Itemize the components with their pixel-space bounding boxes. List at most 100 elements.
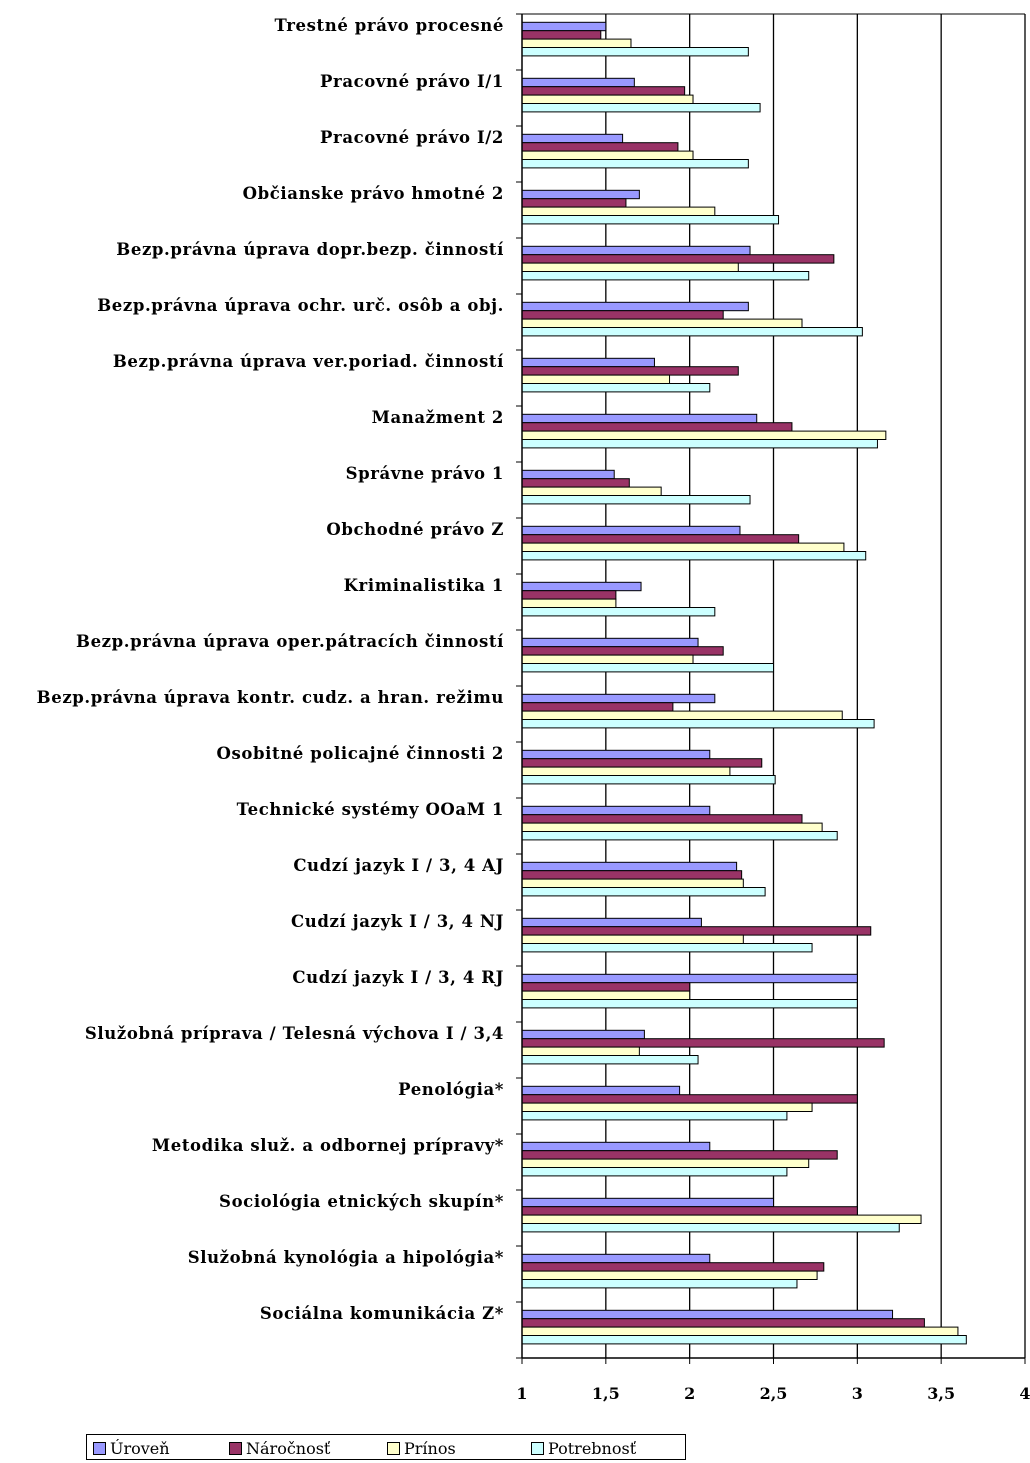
x-tick-label: 3,5 (927, 1384, 955, 1403)
bar (521, 887, 766, 897)
bar (521, 478, 630, 488)
bar (521, 999, 858, 1009)
bar (521, 805, 711, 816)
bar (521, 1197, 774, 1208)
category-label: Služobná kynológia a hipológia* (188, 1248, 504, 1267)
bar (521, 607, 716, 617)
bar (521, 831, 838, 841)
bar (521, 103, 761, 113)
bar (521, 1085, 681, 1096)
x-tick-label: 1 (516, 1384, 527, 1403)
bar (521, 495, 751, 505)
category-label: Manažment 2 (372, 408, 504, 427)
bar (521, 534, 800, 544)
category-label: Kriminalistika 1 (344, 576, 504, 595)
legend-swatch (387, 1441, 400, 1455)
category-label: Sociálna komunikácia Z* (260, 1304, 504, 1323)
bar (521, 1111, 788, 1121)
bar (521, 814, 803, 824)
category-label: Technické systémy OOaM 1 (237, 800, 504, 819)
category-label: Obchodné právo Z (326, 520, 504, 539)
bar (521, 318, 803, 329)
category-label: Bezp.právna úprava kontr. cudz. a hran. … (37, 688, 504, 707)
bar (521, 1102, 813, 1112)
bar (521, 934, 744, 944)
bar (521, 654, 694, 664)
bar (521, 150, 694, 161)
bar (521, 245, 751, 256)
bar (521, 1029, 645, 1040)
bar (521, 439, 878, 449)
bar (521, 30, 602, 40)
bar (521, 254, 835, 264)
bar (521, 1309, 894, 1320)
category-label: Bezp.právna úprava oper.pátracích činnos… (76, 632, 504, 651)
bar (521, 86, 686, 96)
x-tick-label: 2,5 (760, 1384, 788, 1403)
bar (521, 1270, 818, 1280)
legend-item: Úroveň (93, 1437, 170, 1459)
bar (521, 47, 749, 57)
bar (521, 719, 875, 729)
bar (521, 133, 624, 144)
category-label: Metodika služ. a odbornej prípravy* (152, 1136, 504, 1155)
bar (521, 327, 863, 337)
category-labels: Trestné právo procesné Pracovné právo I/1… (37, 16, 504, 1323)
legend-item: Náročnosť (229, 1437, 330, 1459)
bar (521, 1046, 640, 1056)
bar (521, 1326, 959, 1336)
bar (521, 1158, 810, 1168)
bar (521, 94, 694, 104)
bar (521, 551, 867, 561)
legend-item: Potrebnosť (531, 1437, 636, 1459)
bar (521, 215, 780, 225)
bar (521, 710, 843, 720)
bar (521, 878, 744, 888)
legend: Úroveň Náročnosť Prínos Potrebnosť (86, 1434, 686, 1460)
bar (521, 357, 655, 368)
bar (521, 1167, 788, 1177)
bar (521, 1262, 825, 1272)
category-label: Správne právo 1 (346, 464, 504, 483)
bar (521, 1223, 900, 1233)
bar (521, 206, 716, 217)
bar (521, 198, 627, 208)
bar (521, 301, 749, 312)
bar (521, 1214, 922, 1224)
bar (521, 775, 776, 785)
category-label: Osobitné policajné činnosti 2 (217, 744, 504, 763)
bar (521, 422, 793, 432)
x-tick-label: 4 (1019, 1384, 1030, 1403)
bars (521, 21, 967, 1345)
bar (521, 1038, 885, 1048)
bar (521, 646, 724, 656)
category-label: Trestné právo procesné (275, 16, 504, 35)
bar (521, 262, 739, 273)
category-label: Bezp.právna úprava ochr. urč. osôb a obj… (97, 296, 504, 315)
bar (521, 1253, 711, 1264)
category-label: Bezp.právna úprava dopr.bezp. činností (116, 240, 504, 259)
x-tick-label: 2 (684, 1384, 695, 1403)
bar (521, 21, 607, 32)
legend-label: Prínos (404, 1438, 456, 1458)
legend-swatch (229, 1441, 242, 1455)
bar (521, 766, 731, 776)
tick-labels: 1 1,5 2 2,5 3 3,5 4 (516, 1384, 1030, 1403)
bar (521, 822, 823, 832)
bar (521, 758, 763, 768)
bar (521, 310, 724, 320)
legend-label: Úroveň (110, 1438, 170, 1458)
bar (521, 590, 617, 600)
legend-swatch (531, 1441, 544, 1455)
bar (521, 973, 858, 984)
bar (521, 693, 716, 704)
legend-label: Náročnosť (246, 1438, 331, 1458)
bar (521, 366, 739, 376)
axes (516, 13, 1026, 1364)
bar (521, 374, 671, 385)
bar (521, 861, 738, 872)
bar (521, 430, 887, 441)
bar (521, 189, 640, 200)
category-label: Penológia* (398, 1080, 504, 1099)
